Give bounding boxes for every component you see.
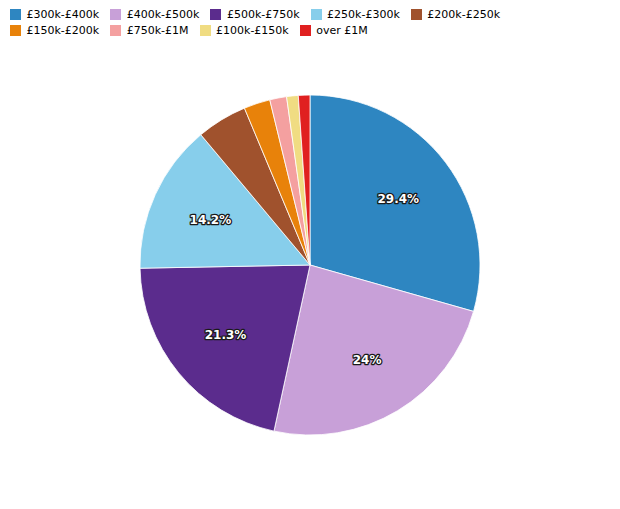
html-text:£250k-£300k: £250k-£300k [327,7,400,21]
svg-text:29.4%: 29.4% [377,192,419,206]
svg-text:14.2%: 14.2% [190,212,232,226]
html-text:£400k-£500k: £400k-£500k [126,7,200,21]
html-text:£500k-£750k: £500k-£750k [226,7,300,21]
html-text:£150k-£200k: £150k-£200k [26,24,100,38]
html-text:£300k-£400k: £300k-£400k [26,7,100,21]
html-text:£100k-£150k: £100k-£150k [216,24,289,38]
html-text:over £1M: over £1M [316,24,368,38]
svg-text:21.3%: 21.3% [205,328,247,342]
svg-text:24%: 24% [353,352,382,366]
html-text:£750k-£1M: £750k-£1M [126,24,189,38]
html-text:£200k-£250k: £200k-£250k [427,7,500,21]
